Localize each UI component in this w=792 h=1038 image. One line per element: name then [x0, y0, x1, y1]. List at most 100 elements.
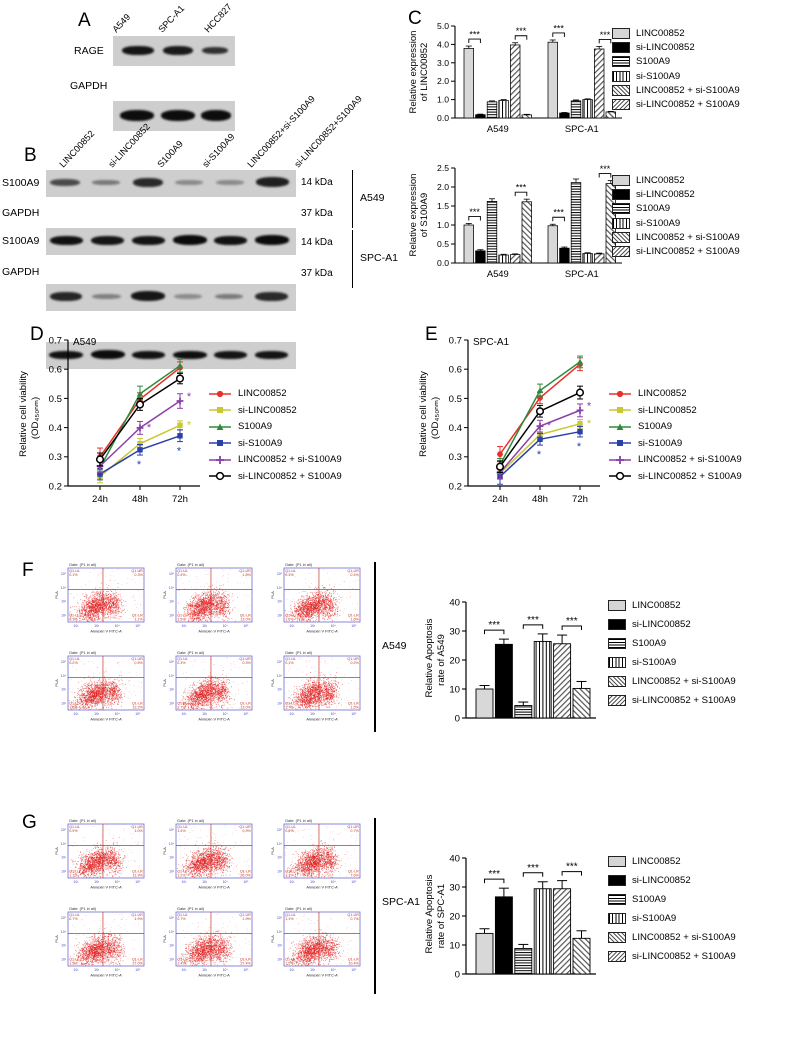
g-significance: ****** *** [484, 862, 582, 884]
flow-plot: Gate: (P1 in all) Q1-UL 0.3% Q1-UR 0.4% Q1-LL… [264, 558, 366, 640]
legend-item: si-LINC00852 [208, 405, 342, 416]
svg-text:5.0: 5.0 [437, 21, 449, 31]
f-significance: *** *** *** [484, 615, 582, 635]
panel-b-blot-s100a9-a549 [46, 170, 296, 197]
panel-c-bot-legend: LINC00852 si-LINC00852 S100A9 si-S100A9 … [612, 175, 740, 260]
legend-label: LINC00852 + si-S100A9 [638, 454, 742, 465]
svg-text:0.3: 0.3 [449, 452, 462, 463]
legend-item: si-LINC00852 [612, 189, 740, 201]
legend-item: si-LINC00852 + S100A9 [612, 245, 740, 257]
panel-a-row-label: RAGE [74, 45, 104, 57]
legend-item: si-S100A9 [608, 438, 742, 449]
svg-text:*: * [147, 422, 152, 434]
legend-item: LINC00852 [208, 388, 342, 399]
legend-marker-icon [608, 422, 632, 432]
legend-item: si-S100A9 [612, 70, 740, 82]
panel-d-ylabel-units: (OD₄₅₀ₙₘ) [30, 397, 41, 439]
svg-text:1.0: 1.0 [437, 95, 449, 105]
legend-item: si-LINC00852 + S100A9 [208, 471, 342, 482]
flow-plot: Gate: (P1 in all) Q1-UL 0.9% Q1-UR 1.0% Q1-LL… [48, 814, 150, 896]
legend-label: si-S100A9 [638, 437, 683, 449]
panel-e-ylabel-units: (OD₄₅₀ₙₘ) [430, 397, 441, 439]
svg-text:0.5: 0.5 [437, 239, 449, 249]
svg-text:***: *** [469, 207, 480, 217]
panel-a-blot-gapdh [113, 101, 235, 131]
legend-swatch-icon [612, 70, 630, 82]
legend-label: si-S100A9 [636, 70, 681, 82]
legend-item: LINC00852 [608, 600, 736, 611]
svg-text:*: * [137, 459, 142, 471]
panel-g-letter: G [22, 812, 37, 833]
d-x-ticks: 24h 48h 72h [92, 486, 188, 505]
panel-b-lane-label: si-LINC00852 [106, 121, 152, 170]
panel-e-title: SPC-A1 [473, 337, 510, 348]
c-top-y-ticks: 0.0 1.0 2.0 3.0 4.0 5.0 [437, 21, 455, 123]
svg-text:Q1-UR: Q1-UR [131, 569, 143, 573]
legend-label: S100A9 [636, 203, 671, 215]
legend-label: si-LINC00852 [632, 875, 691, 886]
svg-text:***: *** [600, 30, 611, 40]
svg-text:0.6: 0.6 [49, 365, 62, 376]
svg-text:24h: 24h [92, 494, 108, 505]
panel-b-row-label: GAPDH [2, 266, 40, 278]
svg-text:3.0: 3.0 [437, 58, 449, 68]
panel-g-ylabel-2: rate of SPC-A1 [436, 884, 447, 949]
legend-swatch-icon [612, 203, 630, 215]
e-x-ticks: 24h 48h 72h [492, 486, 588, 505]
svg-text:10⁴: 10⁴ [61, 586, 67, 590]
svg-text:***: *** [469, 30, 480, 40]
svg-text:*: * [547, 420, 552, 432]
panel-f-ylabel: Relative Apoptosis [424, 618, 435, 697]
panel-g-ylabel: Relative Apoptosis [424, 874, 435, 953]
panel-b-kda-label: 37 kDa [301, 268, 333, 279]
svg-text:Q1-LR: Q1-LR [132, 614, 143, 618]
panel-b-kda-label: 14 kDa [301, 177, 333, 188]
legend-label: si-LINC00852 + S100A9 [238, 470, 342, 482]
svg-text:A549: A549 [487, 268, 509, 279]
svg-text:*: * [577, 441, 582, 453]
panel-d-title: A549 [73, 337, 97, 348]
legend-label: LINC00852 + si-S100A9 [632, 676, 736, 687]
legend-label: S100A9 [238, 421, 273, 432]
legend-item: LINC00852 + si-S100A9 [612, 84, 740, 96]
svg-text:0.7: 0.7 [449, 335, 462, 346]
svg-text:Q1-LR: Q1-LR [240, 614, 251, 618]
legend-marker-icon [608, 455, 632, 465]
svg-text:1.0: 1.0 [437, 220, 449, 230]
svg-text:10⁵: 10⁵ [169, 572, 175, 576]
panel-b-blot-gapdh-a549 [46, 228, 296, 255]
svg-text:10⁵: 10⁵ [135, 624, 141, 628]
panel-a: A A549 SPC-A1 HCC827 RAGE GAPDH [0, 0, 400, 131]
svg-text:10⁵: 10⁵ [243, 624, 249, 628]
legend-item: S100A9 [612, 203, 740, 215]
panel-a-letter: A [78, 10, 91, 31]
svg-text:Q1-LL: Q1-LL [69, 614, 79, 618]
legend-marker-icon [608, 438, 632, 448]
legend-label: S100A9 [632, 638, 667, 649]
panel-b-cellline-label: A549 [360, 192, 385, 204]
svg-text:0.3%: 0.3% [134, 573, 143, 577]
svg-text:10³: 10³ [94, 624, 100, 628]
panel-c: C 0.0 1.0 2.0 3.0 4.0 5.0 A549 SPC-A1 *** *** **… [400, 0, 792, 312]
c-bot-significance: *** *** *** *** [468, 164, 612, 222]
panel-b-row-label: S100A9 [2, 177, 40, 189]
svg-text:0.0: 0.0 [437, 113, 449, 123]
legend-swatch-icon [608, 619, 626, 630]
svg-text:0.1%: 0.1% [69, 573, 78, 577]
legend-item: LINC00852 [612, 28, 740, 39]
legend-swatch-icon [608, 913, 626, 924]
legend-swatch-icon [612, 56, 630, 68]
flow-plot: Gate: (P1 in all) Q1-UL 0.1% Q1-UR 0.2% Q1-LL… [264, 646, 366, 728]
legend-swatch-icon [608, 932, 626, 943]
g-bars [475, 880, 591, 975]
legend-item: si-S100A9 [208, 438, 342, 449]
panel-b-lane-label: S100A9 [155, 138, 185, 170]
e-series-lines [495, 355, 585, 485]
legend-swatch-icon [608, 600, 626, 611]
legend-label: LINC00852 [632, 600, 681, 611]
c-bot-y-ticks: 0.0 0.5 1.0 1.5 2.0 2.5 [437, 163, 455, 268]
panel-c-top-legend: LINC00852 si-LINC00852 S100A9 si-S100A9 … [612, 28, 740, 113]
svg-text:*: * [537, 449, 542, 461]
flow-plot: Gate: (P1 in all) Q1-UL 0.7% Q1-UR 1.9% Q1-LL… [156, 902, 258, 984]
